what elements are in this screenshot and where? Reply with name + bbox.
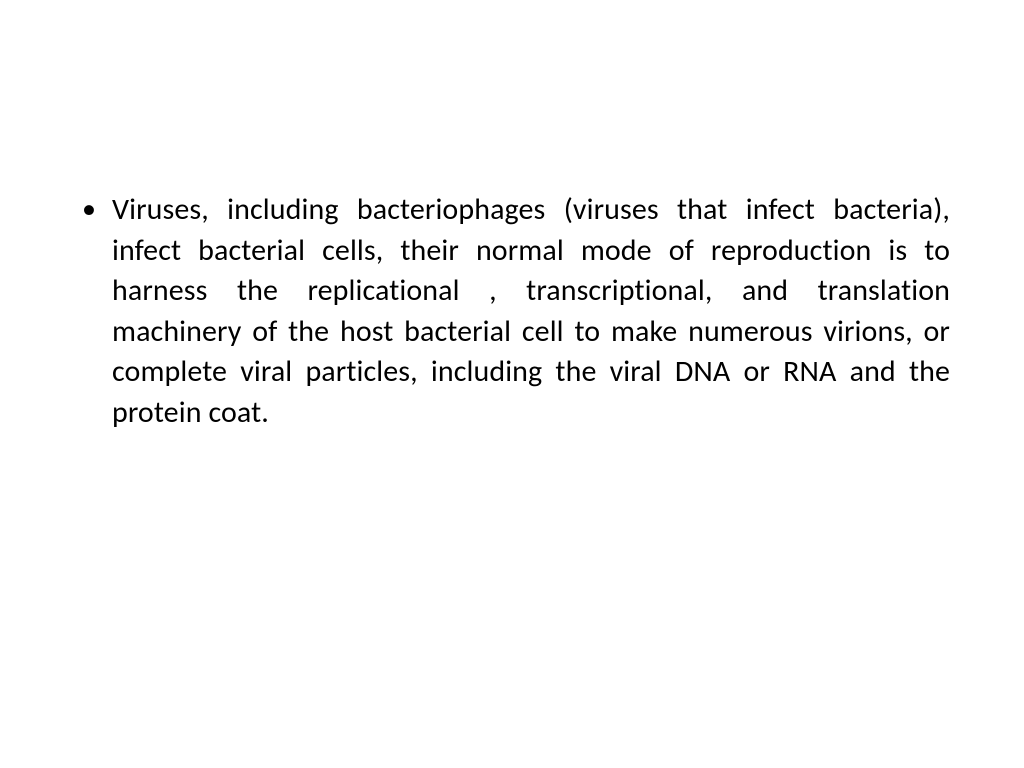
bullet-text: Viruses, including bacteriophages (virus… bbox=[112, 191, 950, 431]
slide-body: Viruses, including bacteriophages (virus… bbox=[70, 190, 950, 433]
bullet-list: Viruses, including bacteriophages (virus… bbox=[70, 190, 950, 433]
bullet-item: Viruses, including bacteriophages (virus… bbox=[70, 190, 950, 433]
slide: Viruses, including bacteriophages (virus… bbox=[0, 0, 1024, 768]
